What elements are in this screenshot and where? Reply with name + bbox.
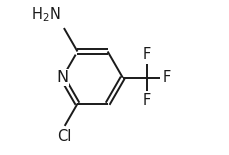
- Text: Cl: Cl: [57, 129, 72, 144]
- Text: N: N: [56, 70, 68, 85]
- Text: F: F: [142, 47, 150, 62]
- Text: F: F: [142, 93, 150, 108]
- Text: F: F: [161, 70, 170, 85]
- Text: H$_2$N: H$_2$N: [30, 5, 60, 24]
